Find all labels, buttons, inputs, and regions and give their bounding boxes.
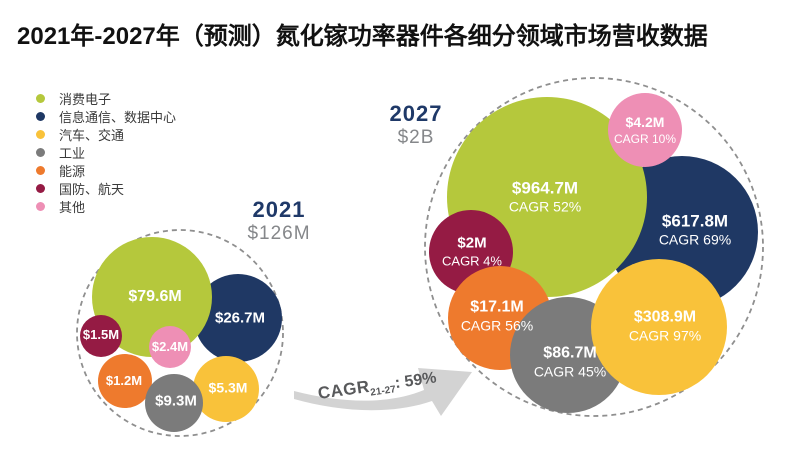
bubble-value-label: $17.1M [470,298,524,316]
legend-item-label: 国防、航天 [59,181,125,197]
bubble-2021-energy [98,354,152,408]
bubble-cagr-label: CAGR 97% [628,327,702,344]
year-text: 2021 [252,197,306,222]
bubble-cagr-label: CAGR 45% [533,363,607,380]
bubble-2021-others [149,326,191,368]
bubble-label-group: $17.1M CAGR 56% [461,297,533,335]
year-text: 2027 [389,101,443,126]
legend-item-others: 其他 [36,197,176,215]
legend-dot-icon [36,93,45,103]
bubble-cagr-label: CAGR 4% [442,253,502,269]
bubble-value-label: $86.7M [543,344,597,362]
bubble-2027-automotive-transport [591,259,727,395]
legend-dot-icon [36,165,45,175]
legend-dot-icon [36,111,45,121]
bubble-value-label: $5.3M [208,379,248,396]
bubble-label-group: $308.9M CAGR 97% [629,307,701,345]
page-title: 2021年-2027年（预测）氮化镓功率器件各细分领域市场营收数据 [17,23,708,50]
bubble-value-label: $964.7M [511,178,579,198]
bubble-label-group: $964.7M CAGR 52% [509,178,581,217]
bubble-2021-automotive-transport [193,356,259,422]
legend-item-label: 信息通信、数据中心 [59,109,177,125]
bubble-value-label: $2.4M [151,338,189,354]
bubble-value-label: $308.9M [633,308,697,326]
legend-item-label: 其他 [59,199,86,215]
bubble-cagr-label: CAGR 52% [508,198,582,215]
legend-item-telecom-datacenter: 信息通信、数据中心 [36,107,176,125]
legend-dot-icon [36,201,45,211]
legend-item-automotive-transport: 汽车、交通 [36,125,176,143]
legend-item-consumer-electronics: 消费电子 [36,89,176,107]
bubble-value-label: $617.8M [661,211,729,231]
legend-dot-icon [36,147,45,157]
legend-item-label: 工业 [59,145,86,161]
cluster-outline-2021 [76,229,284,437]
bubble-2027-others [608,93,682,167]
year-label-2021: 2021 $126M [247,197,310,245]
bubble-value-label: $26.7M [214,309,266,327]
total-text: $2B [397,127,435,148]
legend-dot-icon [36,129,45,139]
bubble-label-group: $617.8M CAGR 69% [659,211,731,250]
bubble-label-group: $2M CAGR 4% [442,235,502,270]
bubble-label-group: $4.2M CAGR 10% [614,114,676,147]
bubble-value-label: $2M [457,234,487,252]
bubble-value-label: $1.2M [105,372,143,388]
bubble-2021-industrial [145,374,203,432]
legend-item-label: 消费电子 [59,91,112,107]
legend-item-industrial: 工业 [36,143,176,161]
bubble-cagr-label: CAGR 69% [658,231,732,248]
bubble-cagr-label: CAGR 10% [613,131,677,146]
bubble-label-group: $86.7M CAGR 45% [534,343,606,381]
legend: 消费电子 信息通信、数据中心 汽车、交通 工业 能源 国防、航天 其他 [36,89,176,215]
legend-item-label: 汽车、交通 [59,127,125,143]
bubble-2021-defense-aerospace [80,315,122,357]
cluster-outline-2027 [424,77,764,417]
bubble-value-label: $4.2M [625,113,665,130]
bubble-value-label: $9.3M [155,392,197,410]
total-text: $126M [247,223,311,244]
legend-item-label: 能源 [59,163,86,179]
bubble-value-label: $1.5M [82,326,120,342]
year-label-2027: 2027 $2B [390,101,443,149]
legend-item-energy: 能源 [36,161,176,179]
bubble-cagr-label: CAGR 56% [460,317,534,334]
legend-dot-icon [36,183,45,193]
bubble-value-label: $79.6M [128,288,182,305]
cagr-growth-arrow-icon [294,368,472,416]
legend-item-defense-aerospace: 国防、航天 [36,179,176,197]
